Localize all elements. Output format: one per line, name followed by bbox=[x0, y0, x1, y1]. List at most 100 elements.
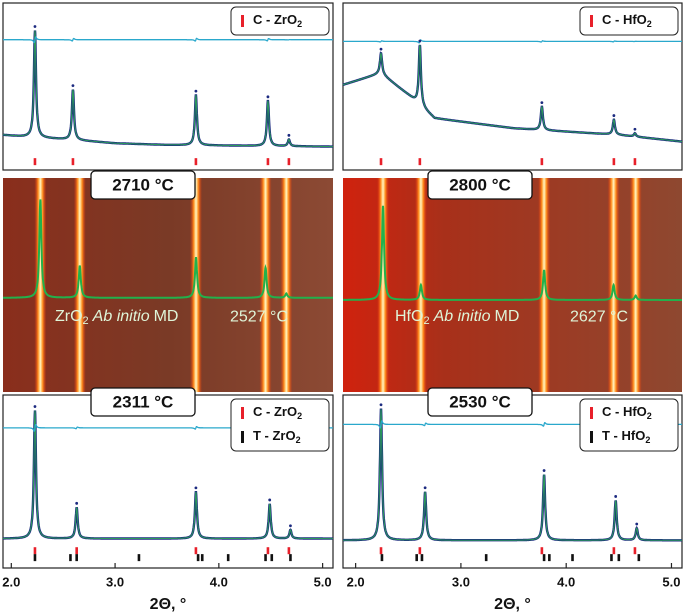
fit-pattern bbox=[2, 30, 333, 148]
reflection-tick bbox=[287, 547, 291, 555]
peak-point bbox=[379, 47, 383, 51]
reflection-tick bbox=[33, 547, 37, 555]
legend-swatch bbox=[241, 15, 244, 27]
temperature-box bbox=[427, 387, 533, 417]
temperature-box bbox=[427, 170, 533, 200]
intensity-stripe bbox=[190, 178, 203, 392]
reflection-tick bbox=[380, 554, 384, 562]
x-axis-title: 2Θ, ° bbox=[150, 596, 187, 613]
reflection-tick bbox=[33, 554, 37, 562]
peak-point bbox=[289, 524, 292, 528]
legend-swatch bbox=[241, 407, 244, 419]
formula: HfO bbox=[395, 308, 423, 325]
intensity-stripe bbox=[280, 178, 293, 392]
reflection-tick bbox=[542, 554, 546, 562]
reflection-tick bbox=[540, 547, 544, 555]
legend-box bbox=[230, 398, 330, 452]
intensity-stripe bbox=[629, 178, 642, 392]
legend-subscript: 2 bbox=[297, 19, 302, 29]
reflection-tick bbox=[617, 554, 621, 562]
legend-label: T - ZrO2 bbox=[253, 428, 301, 445]
x-tick-label: 2.0 bbox=[347, 574, 365, 589]
reflection-tick bbox=[571, 554, 574, 562]
temperature-label: 2800 °C bbox=[449, 175, 511, 194]
x-tick-label: 4.0 bbox=[557, 574, 575, 589]
intensity-stripe bbox=[538, 178, 551, 392]
fit-pattern bbox=[342, 44, 682, 143]
peak-point bbox=[266, 95, 270, 99]
reflection-tick bbox=[612, 158, 616, 166]
peak-point bbox=[71, 84, 75, 88]
reflection-tick bbox=[420, 554, 424, 562]
temperature-label: 2710 °C bbox=[112, 175, 174, 194]
reflection-tick bbox=[196, 554, 200, 562]
reflection-tick bbox=[637, 554, 641, 562]
temperature-label: 2530 °C bbox=[449, 392, 511, 411]
reflection-tick bbox=[418, 547, 422, 555]
legend-text: C - ZrO bbox=[253, 12, 297, 27]
peak-point bbox=[614, 495, 618, 498]
reflection-tick bbox=[633, 547, 637, 555]
legend-label: C - HfO2 bbox=[602, 12, 652, 29]
temperature-box bbox=[90, 170, 196, 200]
peak-point bbox=[194, 89, 198, 93]
legend-subscript: 2 bbox=[296, 435, 301, 445]
intensity-stripe bbox=[73, 178, 86, 392]
peak-point bbox=[635, 522, 639, 526]
reflection-tick bbox=[484, 554, 488, 562]
reflection-tick bbox=[75, 554, 78, 562]
peak-point bbox=[33, 25, 37, 28]
peak-point bbox=[268, 498, 272, 502]
peak-point bbox=[633, 127, 637, 131]
legend-swatch bbox=[241, 431, 244, 443]
annotation: ZrO2 Ab initio MD bbox=[55, 308, 178, 327]
heatmap bbox=[343, 178, 682, 392]
reflection-tick bbox=[289, 554, 292, 562]
x-tick-label: 3.0 bbox=[106, 574, 124, 589]
reflection-tick bbox=[610, 554, 613, 562]
legend-label: T - HfO2 bbox=[602, 428, 650, 445]
method: MD bbox=[495, 308, 520, 325]
legend-box bbox=[230, 6, 330, 36]
x-tick-label: 5.0 bbox=[314, 574, 332, 589]
reflection-tick bbox=[548, 554, 551, 562]
legend-swatch bbox=[590, 407, 593, 419]
reflection-tick bbox=[287, 158, 291, 166]
legend-text: T - ZrO bbox=[253, 428, 296, 443]
legend-text: C - HfO bbox=[602, 12, 647, 27]
reflection-tick bbox=[75, 547, 78, 555]
peak-point bbox=[287, 133, 291, 137]
reflection-tick bbox=[71, 158, 75, 166]
legend-text: C - HfO bbox=[602, 404, 647, 419]
legend-label: C - ZrO2 bbox=[253, 12, 302, 29]
legend-box bbox=[579, 398, 679, 452]
reflection-tick bbox=[379, 158, 383, 166]
formula-subscript: 2 bbox=[423, 315, 429, 327]
temperature-box bbox=[90, 387, 196, 417]
intensity-stripe bbox=[377, 178, 390, 392]
heatmap bbox=[3, 178, 333, 392]
annotation: HfO2 Ab initio MD bbox=[395, 308, 519, 327]
fit-pattern bbox=[3, 410, 333, 540]
method-italic: Ab initio bbox=[92, 308, 150, 325]
reflection-tick bbox=[612, 547, 616, 555]
formula-subscript: 2 bbox=[83, 315, 89, 327]
reflection-tick bbox=[266, 547, 270, 555]
legend-label: C - HfO2 bbox=[602, 404, 652, 421]
temperature-label: 2311 °C bbox=[113, 392, 174, 411]
annotation-temperature: 2627 °C bbox=[570, 308, 628, 325]
x-tick-label: 3.0 bbox=[452, 574, 470, 589]
intensity-stripe bbox=[34, 178, 47, 392]
reflection-tick bbox=[379, 547, 383, 555]
peak-point bbox=[542, 469, 546, 472]
x-tick-label: 2.0 bbox=[2, 574, 20, 589]
peak-point bbox=[194, 486, 198, 490]
reflection-tick bbox=[226, 554, 230, 562]
fit-pattern bbox=[343, 409, 682, 541]
legend-subscript: 2 bbox=[645, 435, 650, 445]
legend-subscript: 2 bbox=[647, 411, 652, 421]
difference-curve bbox=[343, 39, 682, 44]
reflection-tick bbox=[137, 554, 141, 562]
md-pattern bbox=[343, 205, 682, 301]
